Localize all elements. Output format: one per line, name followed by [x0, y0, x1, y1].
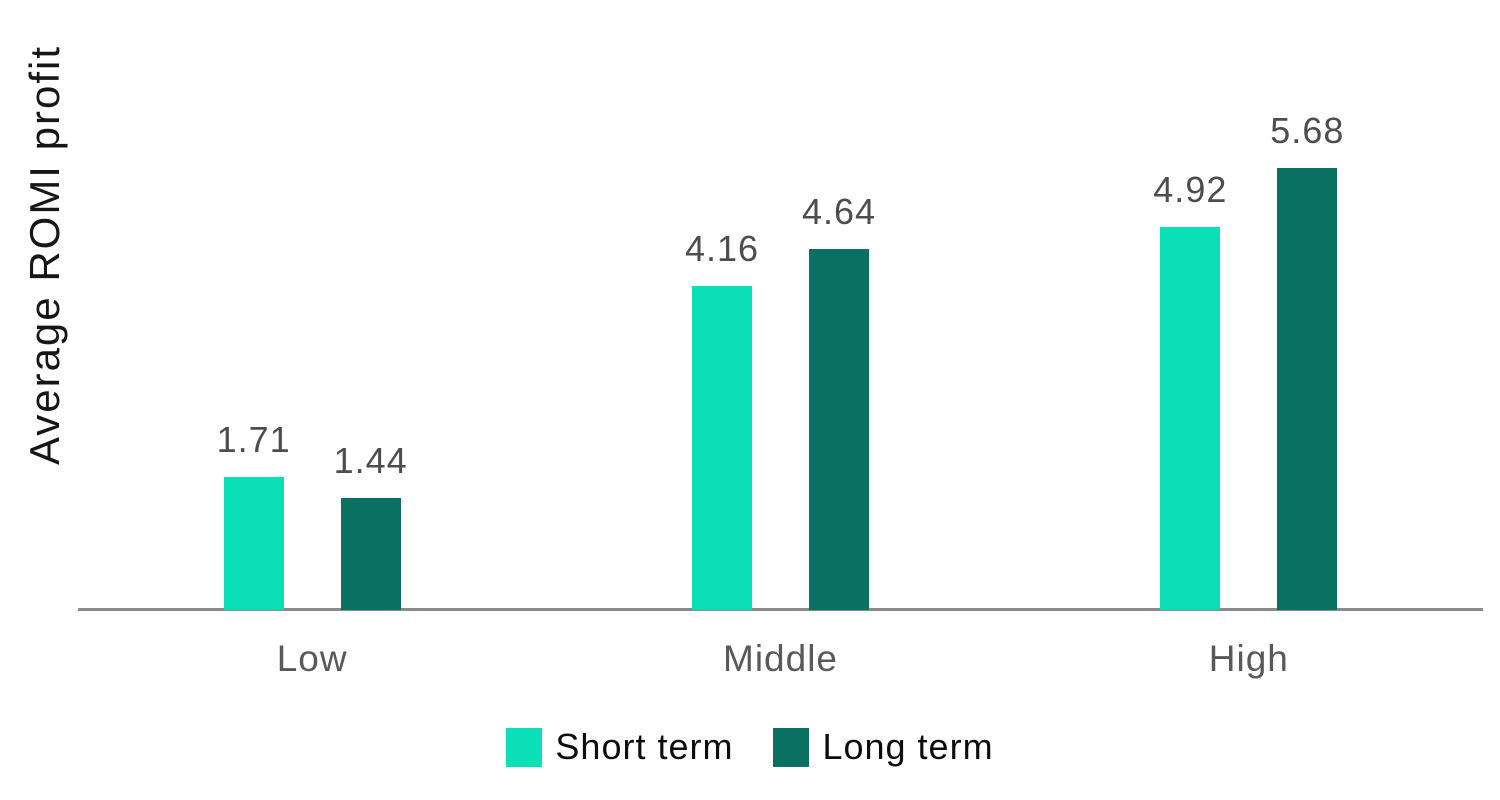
data-label-high-long-term: 5.68: [1270, 110, 1345, 151]
data-label-high-short-term: 4.92: [1153, 169, 1228, 210]
legend-item-short-term: Short term: [506, 726, 733, 768]
bar-low-short-term: [223, 477, 284, 610]
legend-label-long-term: Long term: [822, 726, 994, 767]
bar-high-long-term: [1277, 168, 1338, 610]
legend-label-short-term: Short term: [555, 726, 734, 767]
data-label-middle-long-term: 4.64: [801, 191, 877, 232]
bar-high-short-term: [1160, 227, 1221, 610]
bar-middle-short-term: [692, 286, 752, 610]
x-axis-label-high: High: [1208, 638, 1289, 679]
data-label-low-short-term: 1.71: [216, 419, 291, 460]
legend-item-long-term: Long term: [773, 726, 993, 768]
x-axis-label-low: Low: [276, 638, 348, 679]
bar-middle-long-term: [809, 249, 869, 610]
legend: Short term Long term: [0, 726, 1500, 768]
y-axis-title: Average ROMI profit: [21, 44, 68, 466]
data-label-low-long-term: 1.44: [333, 440, 408, 481]
x-axis-label-middle: Middle: [723, 638, 838, 679]
x-axis-line: [78, 608, 1483, 611]
bar-low-long-term: [340, 498, 401, 610]
legend-swatch-long-term: [773, 727, 810, 767]
data-label-middle-short-term: 4.16: [684, 228, 760, 269]
legend-swatch-short-term: [506, 727, 543, 767]
